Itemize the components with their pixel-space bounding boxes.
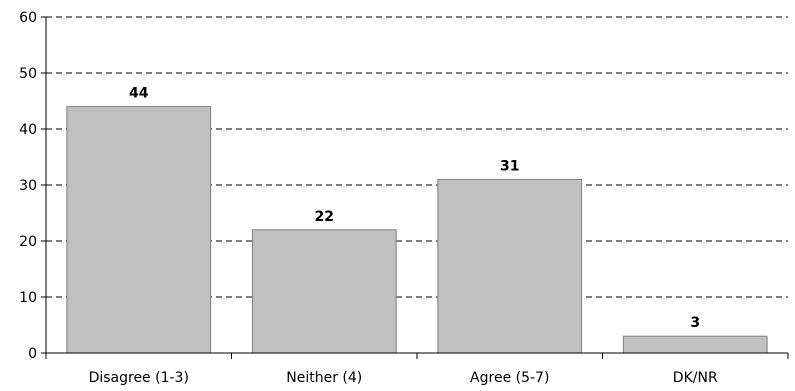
bar-0 bbox=[66, 106, 212, 354]
x-category-label: Neither (4) bbox=[286, 370, 362, 386]
bar-2 bbox=[437, 178, 583, 354]
data-label: 22 bbox=[315, 209, 334, 225]
data-label: 44 bbox=[129, 86, 149, 102]
data-label: 31 bbox=[500, 158, 519, 174]
y-tick-label: 60 bbox=[19, 10, 37, 26]
x-category-label: Disagree (1-3) bbox=[89, 370, 189, 386]
y-tick-label: 40 bbox=[19, 122, 37, 138]
y-tick-label: 0 bbox=[28, 346, 37, 362]
labels: 0 10 20 30 40 50 60 44 Disagree (1-3) 22 Neither (… bbox=[19, 10, 718, 386]
data-label: 3 bbox=[690, 315, 700, 331]
y-tick-label: 30 bbox=[19, 178, 37, 194]
x-category-label: DK/NR bbox=[673, 370, 718, 386]
bar-1 bbox=[251, 229, 397, 354]
y-tick-label: 20 bbox=[19, 234, 37, 250]
x-category-label: Agree (5-7) bbox=[470, 370, 549, 386]
axes bbox=[41, 16, 789, 359]
bar-3 bbox=[622, 335, 768, 354]
bars bbox=[66, 106, 768, 354]
y-tick-label: 50 bbox=[19, 66, 37, 82]
y-tick-label: 10 bbox=[19, 290, 37, 306]
